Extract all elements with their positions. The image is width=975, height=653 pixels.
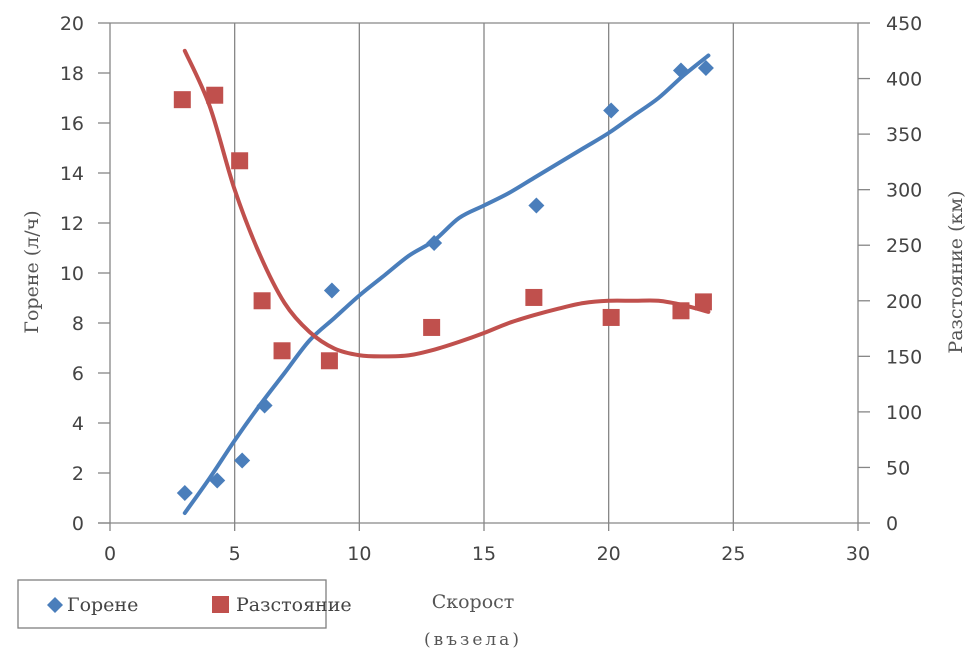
y-left-tick-label: 18 (60, 63, 84, 85)
legend-box (17, 579, 327, 629)
x-axis-title: Скорост (432, 591, 515, 613)
y-right-tick-label: 300 (886, 180, 922, 202)
y-right-tick-label: 50 (886, 457, 910, 479)
x-axis-title-units: (възела) (424, 630, 522, 650)
distance-data-point (423, 318, 441, 336)
distance-data-point (231, 152, 249, 170)
x-tick-labels: 0 5 10 15 20 25 30 (104, 543, 870, 565)
distance-data-point (273, 342, 291, 360)
y-right-tick-label: 200 (886, 291, 922, 313)
distance-data-point (320, 352, 338, 370)
x-tick-label: 10 (347, 543, 371, 565)
distance-data-point (694, 293, 712, 311)
data-points (173, 60, 714, 501)
legend-label-fuel: Горене (67, 594, 138, 616)
x-tick-label: 0 (104, 543, 116, 565)
y-left-tick-label: 20 (60, 13, 84, 35)
fuel-data-point (528, 197, 545, 214)
legend-label-distance: Разстояние (236, 594, 352, 616)
y-left-tick-label: 16 (60, 113, 84, 135)
fuel-data-point (426, 235, 443, 251)
fuel-data-point (234, 452, 251, 469)
trendlines (182, 48, 711, 515)
y-right-tick-label: 100 (886, 402, 922, 424)
y-left-tick-label: 4 (72, 413, 84, 435)
y-right-tick-label: 400 (886, 69, 922, 91)
distance-data-point (206, 86, 224, 104)
distance-data-point (173, 91, 191, 109)
y-left-tick-label: 14 (60, 163, 84, 185)
distance-data-point (602, 308, 620, 326)
y-left-tick-label: 8 (72, 313, 84, 335)
y-left-tick-label: 0 (72, 513, 84, 535)
y-left-tick-label: 2 (72, 463, 84, 485)
y-right-tick-label: 350 (886, 124, 922, 146)
fuel-data-point (209, 472, 226, 489)
fuel-data-point (323, 282, 340, 299)
y-right-tick-label: 250 (886, 235, 922, 257)
distance-data-point (672, 302, 690, 320)
y-left-tick-label: 12 (60, 213, 84, 235)
y-left-axis-title: Горене (л/ч) (21, 210, 43, 333)
fuel-data-point (697, 60, 714, 76)
y-right-tick-label: 450 (886, 13, 922, 35)
legend-square-icon (212, 596, 229, 613)
y-right-tick-label: 150 (886, 346, 922, 368)
distance-data-point (253, 292, 271, 310)
fuel-data-point (672, 62, 689, 79)
x-tick-label: 15 (472, 543, 496, 565)
x-tick-label: 20 (597, 543, 621, 565)
y-right-axis-title: Разстояние (км) (945, 190, 967, 353)
fuel-trendline (182, 53, 711, 515)
x-tick-label: 25 (721, 543, 745, 565)
fuel-data-point (176, 485, 193, 501)
legend-diamond-icon (47, 597, 63, 613)
y-left-tick-label: 10 (60, 263, 84, 285)
fuel-data-point (256, 397, 273, 414)
x-tick-label: 5 (229, 543, 241, 565)
y-right-tick-label: 0 (886, 513, 898, 535)
y-left-tick-labels: 0 2 4 6 8 10 12 14 16 18 20 (60, 13, 84, 535)
y-left-tick-label: 6 (72, 363, 84, 385)
legend: Горене Разстояние (17, 579, 352, 629)
axes (98, 22, 870, 531)
y-right-tick-labels: 0 50 100 150 200 250 300 350 400 450 (886, 13, 922, 535)
distance-trendline (182, 48, 711, 359)
fuel-data-point (603, 102, 620, 119)
distance-data-point (525, 288, 543, 306)
x-tick-label: 30 (846, 543, 870, 565)
